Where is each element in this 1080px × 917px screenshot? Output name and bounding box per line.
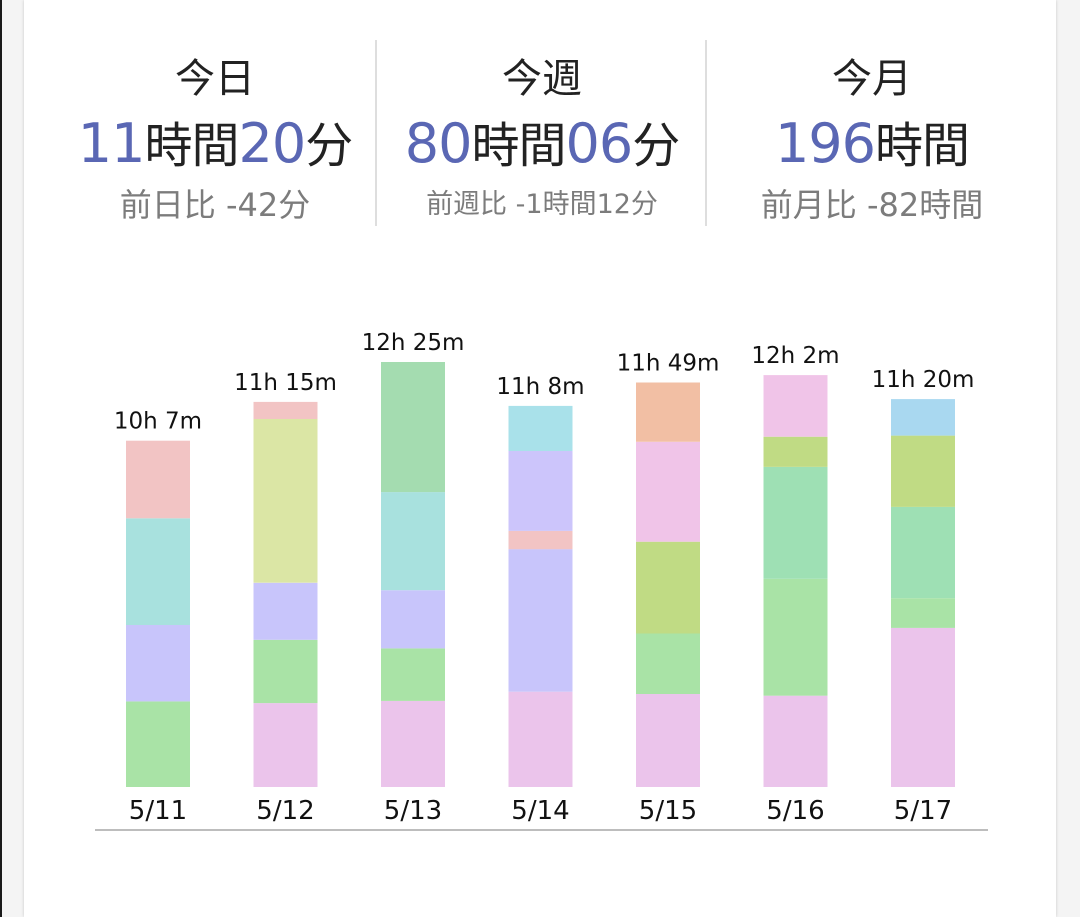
week-minutes-unit: 分 — [632, 118, 680, 174]
bar-segment-5/11-2 — [126, 518, 190, 625]
bar-segment-5/17-4 — [891, 399, 955, 436]
bar-segment-5/12-4 — [253, 401, 318, 419]
bar-segment-5/16-3 — [763, 436, 828, 467]
bar-total-label: 11h 15m — [234, 370, 337, 396]
stat-week: 今週 80時間06分 前週比 -1時間12分 — [377, 0, 707, 240]
today-minutes-unit: 分 — [305, 118, 353, 174]
bar-segment-5/16-4 — [763, 375, 828, 437]
bar-segment-5/14-2 — [508, 530, 573, 550]
bar-total-label: 11h 20m — [872, 367, 975, 393]
stat-month-title: 今月 — [832, 56, 912, 102]
bar-segment-5/14-0 — [508, 691, 573, 787]
bar-total-label: 10h 7m — [114, 409, 202, 435]
x-tick-label: 5/17 — [894, 796, 952, 826]
divider — [375, 40, 377, 226]
bar-segment-5/13-0 — [381, 700, 445, 787]
bar-segment-5/11-3 — [126, 440, 190, 519]
screen-edge — [0, 0, 2, 917]
summary-stats: 今日 11時間20分 前日比 -42分 今週 80時間06分 前週比 -1時間1… — [24, 0, 1056, 240]
bar-segment-5/14-3 — [508, 451, 573, 531]
month-hours-unit: 時間 — [875, 118, 970, 174]
divider — [705, 40, 707, 226]
bar-total-label: 11h 8m — [496, 374, 584, 400]
month-hours: 196 — [774, 112, 876, 175]
stat-week-title: 今週 — [502, 56, 582, 102]
week-hours: 80 — [404, 112, 473, 175]
bar-segment-5/17-1 — [891, 598, 955, 628]
stat-month-compare: 前月比 -82時間 — [760, 186, 984, 224]
week-hours-unit: 時間 — [471, 118, 566, 174]
bar-segment-5/11-1 — [126, 625, 190, 702]
bar-segment-5/17-0 — [891, 627, 955, 787]
x-tick-label: 5/13 — [384, 796, 442, 826]
stat-week-value: 80時間06分 — [377, 106, 707, 176]
today-minutes: 20 — [238, 112, 307, 175]
bar-segment-5/15-3 — [636, 441, 700, 542]
bar-segment-5/12-1 — [253, 639, 318, 704]
bar-segment-5/12-0 — [253, 703, 318, 787]
today-hours: 11 — [77, 112, 146, 175]
stat-today-title: 今日 — [175, 56, 255, 102]
stat-today-value: 11時間20分 — [50, 106, 380, 176]
bar-segment-5/15-4 — [636, 382, 700, 442]
bar-segment-5/15-2 — [636, 541, 700, 634]
stat-today-compare: 前日比 -42分 — [119, 186, 311, 224]
bar-segment-5/16-2 — [763, 467, 828, 579]
stat-week-compare: 前週比 -1時間12分 — [426, 189, 658, 220]
bar-segment-5/14-4 — [508, 405, 573, 451]
bar-segment-5/16-0 — [763, 695, 828, 787]
bar-segment-5/12-3 — [253, 419, 318, 583]
stat-today: 今日 11時間20分 前日比 -42分 — [50, 0, 380, 240]
bar-segment-5/14-1 — [508, 549, 573, 692]
bar-segment-5/12-2 — [253, 582, 318, 640]
bar-segment-5/13-1 — [381, 648, 445, 701]
bar-segment-5/16-1 — [763, 578, 828, 696]
bar-segment-5/15-1 — [636, 633, 700, 694]
stat-month: 今月 196時間 前月比 -82時間 — [707, 0, 1037, 240]
bar-total-label: 12h 2m — [751, 343, 839, 369]
bar-segment-5/11-0 — [126, 701, 190, 787]
bar-segment-5/17-2 — [891, 506, 955, 599]
bar-segment-5/13-3 — [381, 492, 445, 591]
x-tick-label: 5/11 — [129, 796, 187, 826]
x-tick-label: 5/14 — [511, 796, 569, 826]
bar-segment-5/17-3 — [891, 435, 955, 507]
today-hours-unit: 時間 — [144, 118, 239, 174]
bar-total-label: 11h 49m — [617, 351, 720, 377]
week-minutes: 06 — [565, 112, 634, 175]
stat-month-value: 196時間 — [707, 106, 1037, 176]
daily-usage-chart: 10h 7m 5/11 11h 15m 5/12 12h 25m 5/13 11h 8m 5/… — [95, 330, 988, 831]
bar-segment-5/15-0 — [636, 694, 700, 787]
bar-segment-5/13-4 — [381, 362, 445, 493]
x-tick-label: 5/15 — [639, 796, 697, 826]
bar-total-label: 12h 25m — [362, 330, 465, 356]
x-tick-label: 5/16 — [766, 796, 824, 826]
x-tick-label: 5/12 — [256, 796, 314, 826]
bar-segment-5/13-2 — [381, 590, 445, 649]
usage-card: 今日 11時間20分 前日比 -42分 今週 80時間06分 前週比 -1時間1… — [24, 0, 1056, 917]
